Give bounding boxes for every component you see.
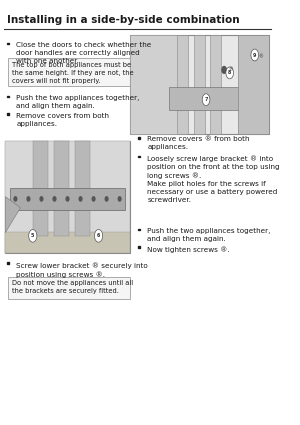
Polygon shape — [177, 35, 188, 134]
Polygon shape — [169, 87, 262, 110]
Bar — [7, 96, 9, 97]
FancyBboxPatch shape — [8, 58, 130, 86]
Bar — [138, 156, 140, 157]
Text: Installing in a side-by-side combination: Installing in a side-by-side combination — [7, 14, 239, 25]
Bar — [138, 229, 140, 230]
Circle shape — [105, 197, 108, 201]
Circle shape — [251, 49, 259, 61]
Text: Now tighten screws ®.: Now tighten screws ®. — [147, 246, 230, 252]
Circle shape — [29, 230, 37, 242]
Text: Loosely screw large bracket ® into
position on the front at the top using
long s: Loosely screw large bracket ® into posit… — [147, 155, 280, 203]
Polygon shape — [54, 141, 69, 236]
Text: Do not move the appliances until all
the brackets are securely fitted.: Do not move the appliances until all the… — [12, 280, 134, 295]
Polygon shape — [11, 188, 124, 210]
Bar — [138, 246, 140, 248]
Circle shape — [118, 197, 121, 201]
Circle shape — [92, 197, 95, 201]
Circle shape — [222, 67, 226, 73]
Circle shape — [53, 197, 56, 201]
Polygon shape — [75, 141, 90, 236]
Polygon shape — [210, 35, 221, 134]
Text: Push the two appliances together,
and align them again.: Push the two appliances together, and al… — [147, 228, 271, 242]
Text: 6: 6 — [97, 233, 100, 238]
Text: 5: 5 — [31, 233, 34, 238]
Text: Close the doors to check whether the
door handles are correctly aligned
with one: Close the doors to check whether the doo… — [16, 42, 152, 64]
Text: 7: 7 — [204, 97, 208, 102]
Polygon shape — [130, 35, 178, 134]
Polygon shape — [5, 197, 20, 232]
Circle shape — [66, 197, 69, 201]
Bar — [7, 262, 9, 264]
Text: 9: 9 — [253, 53, 256, 57]
Circle shape — [94, 230, 103, 242]
Circle shape — [226, 67, 233, 79]
Circle shape — [202, 94, 210, 105]
Text: Push the two appliances together,
and align them again.: Push the two appliances together, and al… — [16, 95, 140, 109]
Bar — [7, 113, 9, 115]
Polygon shape — [238, 35, 268, 134]
Text: Screw lower bracket ® securely into
position using screws ®.: Screw lower bracket ® securely into posi… — [16, 262, 148, 278]
Circle shape — [40, 197, 43, 201]
Text: 8: 8 — [228, 71, 231, 75]
Text: ®: ® — [228, 68, 233, 72]
Circle shape — [253, 54, 257, 60]
Text: The top of both appliances must be
the same height. If they are not, the
covers : The top of both appliances must be the s… — [12, 62, 134, 84]
FancyBboxPatch shape — [8, 277, 130, 299]
Text: ®: ® — [259, 54, 264, 60]
Polygon shape — [194, 35, 205, 134]
Circle shape — [79, 197, 82, 201]
Polygon shape — [5, 232, 130, 252]
Text: Remove covers ® from both
appliances.: Remove covers ® from both appliances. — [147, 136, 250, 150]
Polygon shape — [5, 141, 130, 252]
Bar — [5, 141, 130, 252]
Polygon shape — [33, 141, 48, 236]
Text: Remove covers from both
appliances.: Remove covers from both appliances. — [16, 113, 110, 127]
Bar — [7, 43, 9, 45]
Bar — [138, 137, 140, 139]
Bar — [130, 35, 268, 134]
Circle shape — [14, 197, 17, 201]
Circle shape — [27, 197, 30, 201]
